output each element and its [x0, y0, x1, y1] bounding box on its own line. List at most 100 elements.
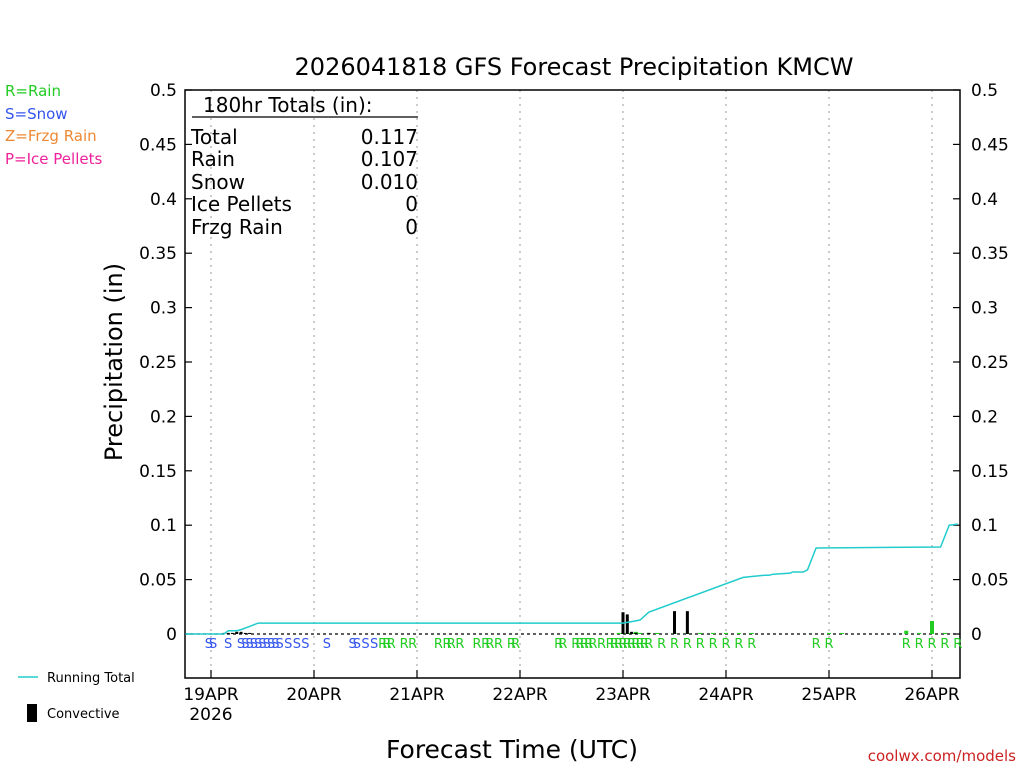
legend-rain: R=Rain	[5, 82, 61, 100]
ptype-mark: R	[434, 637, 443, 652]
y-tick-label-right: 0.25	[971, 353, 1009, 373]
ptype-mark: R	[644, 637, 653, 652]
legend-snow: S=Snow	[5, 105, 68, 123]
bottom-legend: Running Total Convective	[18, 671, 135, 722]
rain-bar	[827, 632, 831, 634]
ptype-mark: R	[683, 637, 692, 652]
convective-bar	[248, 632, 252, 634]
totals-ice-label: Ice Pellets	[191, 192, 292, 216]
ptype-mark: R	[734, 637, 743, 652]
rain-bar	[930, 620, 934, 634]
convective-bar	[685, 611, 689, 634]
convective-bar	[673, 611, 676, 634]
rain-bar	[711, 632, 716, 634]
y-tick-label-left: 0.1	[150, 516, 177, 536]
totals-total-value: 0.117	[361, 125, 418, 149]
y-tick-label-right: 0.15	[971, 462, 1009, 482]
x-tick-label: 25APR	[801, 685, 857, 705]
ptype-mark: R	[511, 637, 520, 652]
ptype-mark: R	[584, 637, 593, 652]
grid-lines	[210, 90, 933, 678]
ptype-mark: R	[558, 637, 567, 652]
plot-frame	[184, 89, 961, 679]
y-tick-label-right: 0.5	[971, 81, 998, 101]
convective-bar	[226, 632, 230, 634]
x-tick-label: 24APR	[698, 685, 754, 705]
ptype-mark: S	[276, 637, 284, 652]
ptype-mark: S	[353, 637, 361, 652]
ptype-mark: R	[623, 637, 632, 652]
y-tick-label-left: 0	[166, 625, 177, 645]
ptype-mark: R	[507, 637, 516, 652]
ptype-mark: S	[348, 637, 356, 652]
ptype-mark: R	[631, 637, 640, 652]
x-tick-label: 19APR	[183, 685, 239, 705]
y-tick-label-right: 0.35	[971, 244, 1009, 264]
ptype-mark: R	[571, 637, 580, 652]
rain-bar	[736, 632, 741, 634]
ptype-mark: R	[382, 637, 391, 652]
ptype-mark: R	[721, 637, 730, 652]
ptype-mark: R	[636, 637, 645, 652]
y-tick-label-left: 0.45	[139, 135, 177, 155]
ptype-mark: R	[812, 637, 821, 652]
ptype-mark: S	[224, 637, 232, 652]
ptype-mark: R	[485, 637, 494, 652]
y-tick-label-right: 0.2	[971, 407, 998, 427]
ptype-mark: R	[747, 637, 756, 652]
running-total-path	[185, 523, 958, 635]
y-tick-label-left: 0.3	[150, 299, 177, 319]
running-total-line	[185, 523, 958, 635]
ptype-mark: R	[606, 637, 615, 652]
ptype-mark: R	[709, 637, 718, 652]
y-tick-label-right: 0.3	[971, 299, 998, 319]
totals-snow-label: Snow	[191, 170, 245, 194]
rain-bar	[698, 632, 703, 634]
rain-bar	[942, 632, 947, 634]
rain-bar	[749, 632, 754, 634]
totals-frzg-value: 0	[405, 215, 418, 239]
legend-ice-pellets: P=Ice Pellets	[5, 150, 102, 168]
y-tick-label-right: 0	[971, 625, 982, 645]
ptype-mark: R	[614, 637, 623, 652]
ptype-mark: R	[824, 637, 833, 652]
ptype-mark: R	[494, 637, 503, 652]
rain-bar	[616, 632, 621, 634]
rain-bar	[638, 632, 643, 634]
ptype-mark: R	[481, 637, 490, 652]
ptype-mark: R	[597, 637, 606, 652]
y-tick-label-left: 0.5	[150, 81, 177, 101]
ptype-mark: R	[696, 637, 705, 652]
ptype-mark: S	[301, 637, 309, 652]
credit-text: coolwx.com/models	[868, 747, 1016, 765]
convective-bar	[630, 631, 634, 634]
ptype-mark: S	[271, 637, 279, 652]
ptype-mark: S	[258, 637, 266, 652]
ptype-mark: R	[953, 637, 962, 652]
convective-bar	[239, 631, 243, 634]
convective-bar	[647, 632, 651, 634]
rain-bar	[839, 632, 844, 634]
ptype-mark: R	[670, 637, 679, 652]
x-axis-ticks: 19APR 20APR 21APR 22APR 23APR 24APR 25APR 26APR…	[183, 670, 960, 725]
totals-heading: 180hr Totals (in):	[203, 93, 373, 117]
ptype-mark: R	[927, 637, 936, 652]
ptype-mark: S	[254, 637, 262, 652]
convective-legend-swatch	[27, 704, 37, 722]
ptype-mark: R	[618, 637, 627, 652]
y-tick-label-left: 0.25	[139, 353, 177, 373]
ptype-mark: S	[250, 637, 258, 652]
ptype-mark: R	[940, 637, 949, 652]
totals-box: 180hr Totals (in): Total 0.117 Rain 0.10…	[190, 93, 418, 239]
convective-legend-label: Convective	[47, 707, 120, 722]
y-tick-label-left: 0.2	[150, 407, 177, 427]
x-tick-label: 22APR	[492, 685, 548, 705]
y-axis-ticks: 0 00.05 0.050.1 0.10.15 0.150.2 0.20.25 0.250.…	[139, 81, 1009, 645]
ptype-mark: S	[370, 637, 378, 652]
convective-bar	[235, 631, 239, 634]
running-total-legend-label: Running Total	[47, 671, 135, 686]
ptype-legend: R=Rain S=Snow Z=Frzg Rain P=Ice Pellets	[5, 82, 102, 168]
convective-bar	[625, 614, 629, 634]
ptype-mark: R	[902, 637, 911, 652]
